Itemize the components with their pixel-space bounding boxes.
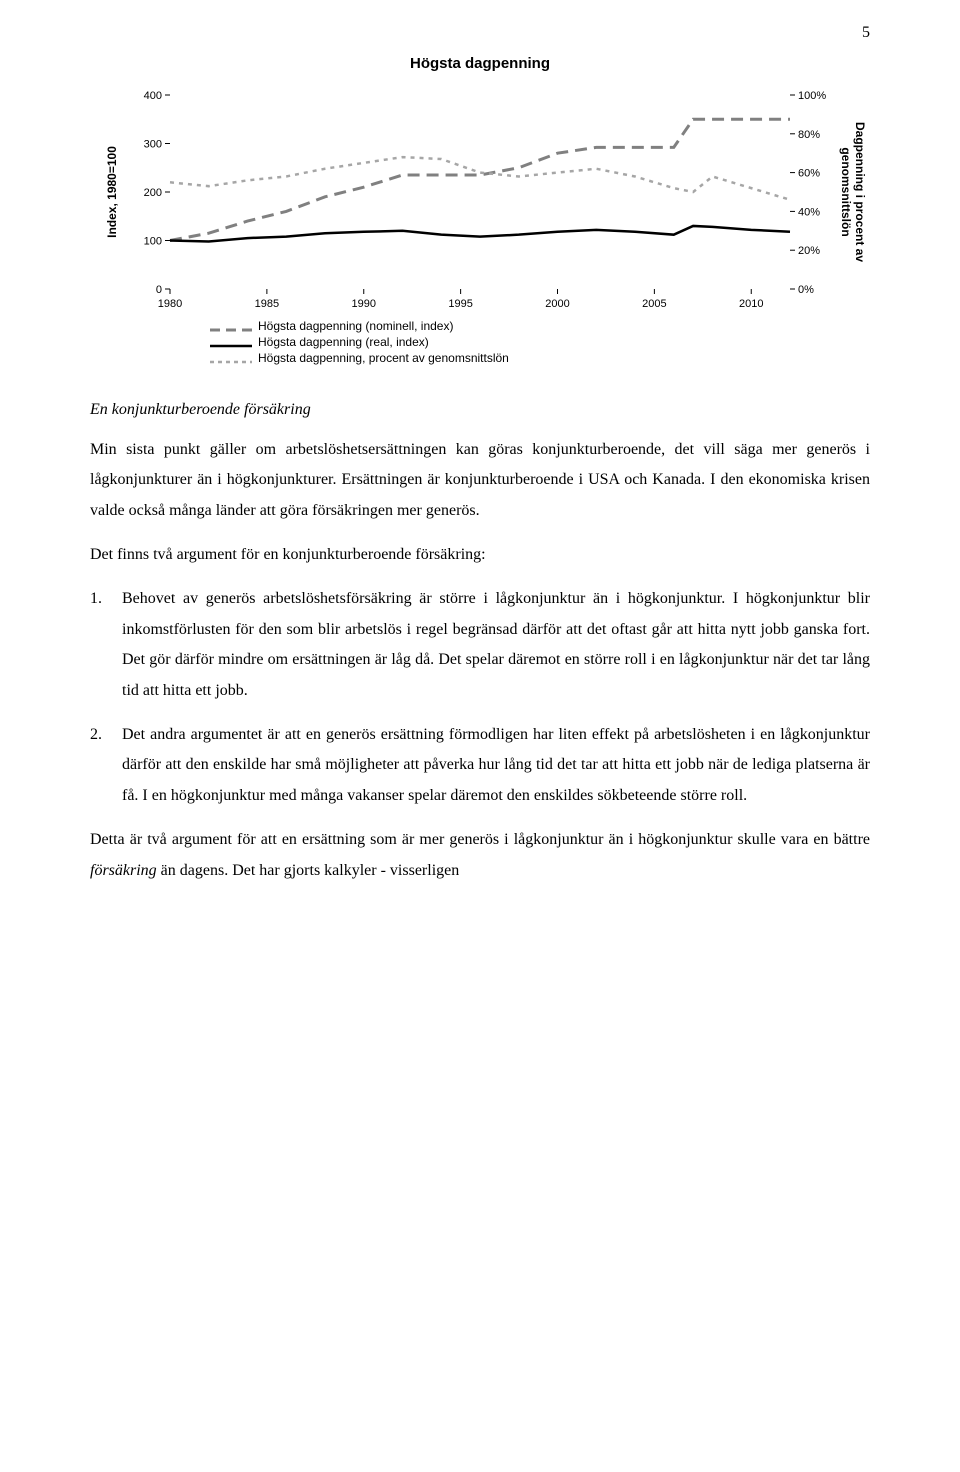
chart-title: Högsta dagpenning [90,50,870,79]
paragraph-3: Detta är två argument för att en ersättn… [90,825,870,886]
svg-text:Dagpenning i procent avgenomsn: Dagpenning i procent avgenomsnittslön [839,121,867,261]
chart-legend: Högsta dagpenning (nominell, index) Högs… [210,319,870,367]
svg-text:40%: 40% [798,206,820,218]
svg-text:20%: 20% [798,245,820,257]
page-number: 5 [862,18,870,48]
svg-text:Index, 1980=100: Index, 1980=100 [105,145,119,237]
svg-text:100: 100 [144,235,162,247]
svg-text:100%: 100% [798,90,826,102]
svg-text:2010: 2010 [739,298,763,310]
svg-text:0%: 0% [798,284,814,296]
svg-text:80%: 80% [798,128,820,140]
chart-svg: 0 100 200 300 400 0% 20% 40% 60% 80% 100% 1980 1985 1… [90,85,870,315]
svg-text:400: 400 [144,90,162,102]
svg-text:200: 200 [144,187,162,199]
svg-text:1995: 1995 [448,298,472,310]
list-item: 2.Det andra argumentet är att en generös… [122,720,870,811]
svg-text:1980: 1980 [158,298,182,310]
list-item: 1.Behovet av generös arbetslöshetsförsäk… [122,584,870,706]
paragraph-2: Det finns två argument för en konjunktur… [90,540,870,570]
paragraph-1: Min sista punkt gäller om arbetslöshetse… [90,435,870,526]
svg-text:1985: 1985 [255,298,279,310]
svg-text:300: 300 [144,138,162,150]
svg-text:2000: 2000 [545,298,569,310]
svg-text:1990: 1990 [352,298,376,310]
svg-text:0: 0 [156,284,162,296]
svg-text:60%: 60% [798,167,820,179]
svg-text:2005: 2005 [642,298,666,310]
chart-container: Högsta dagpenning 0 100 200 300 400 0% 20% 40% 6… [90,50,870,367]
section-subhead: En konjunkturberoende försäkring [90,395,870,425]
numbered-list: 1.Behovet av generös arbetslöshetsförsäk… [90,584,870,811]
legend-item-3: Högsta dagpenning, procent av genomsnitt… [258,347,509,370]
